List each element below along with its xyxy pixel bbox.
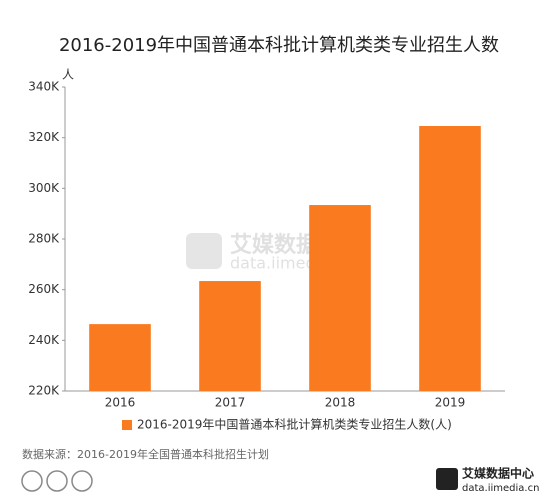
x-tick-label: 2016: [105, 396, 136, 410]
legend-label: 2016-2019年中国普通本科批计算机类类专业招生人数(人): [137, 417, 452, 432]
y-tick-label: 260K: [28, 282, 60, 296]
y-tick-label: 300K: [28, 181, 60, 195]
bar: [419, 126, 481, 391]
x-tick-label: 2018: [325, 396, 356, 410]
logo: [436, 468, 458, 490]
y-tick-label: 340K: [28, 80, 60, 94]
logo-name: 艾媒数据中心: [462, 466, 534, 481]
bar: [309, 205, 371, 391]
license-icons: [21, 470, 93, 492]
legend-swatch: [122, 420, 132, 430]
y-tick-label: 220K: [28, 384, 60, 398]
icon: [21, 470, 43, 492]
y-unit: 人: [62, 68, 74, 82]
y-tick-label: 320K: [28, 130, 60, 144]
x-tick-label: 2017: [215, 396, 246, 410]
bar: [89, 324, 151, 391]
icon: [46, 470, 68, 492]
logo-url: data.iimedia.cn: [462, 483, 539, 494]
chart-title: 2016-2019年中国普通本科批计算机类类专业招生人数: [59, 35, 499, 56]
bar: [199, 281, 261, 391]
x-tick-label: 2019: [435, 396, 466, 410]
y-tick-label: 240K: [28, 333, 60, 347]
source: 数据来源：2016-2019年全国普通本科批招生计划: [22, 447, 269, 461]
watermark-logo: [186, 233, 222, 269]
icon: [71, 470, 93, 492]
y-tick-label: 280K: [28, 232, 60, 246]
